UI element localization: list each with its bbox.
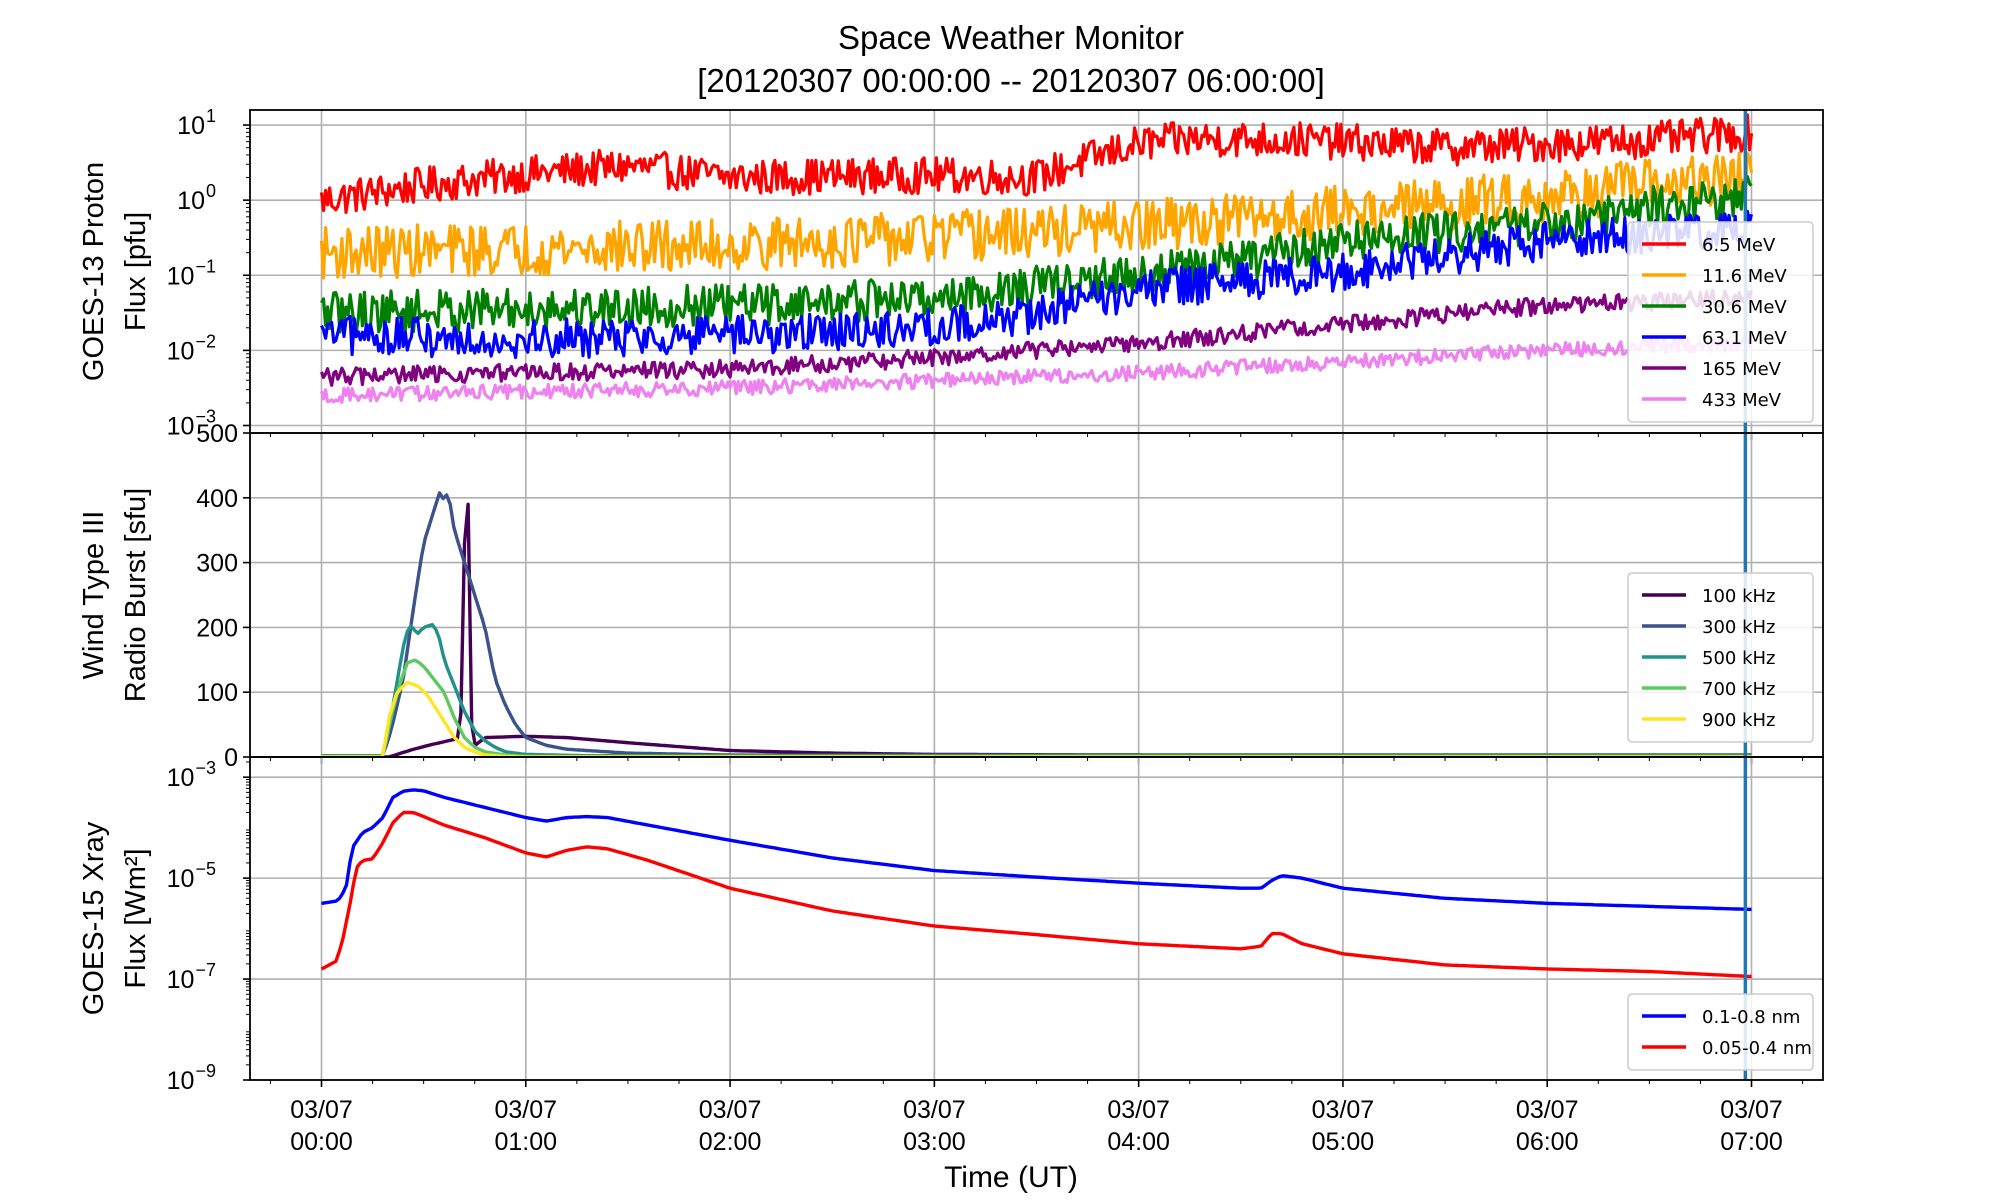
- legend-radio: 100 kHz 300 kHz 500 kHz 700 kHz 900 kHz: [1627, 572, 1814, 743]
- x-tick-label-date: 03/07: [903, 1096, 966, 1124]
- legend-entry-label: 165 MeV: [1702, 359, 1782, 380]
- y-axis-label-radio: Wind Type III Radio Burst [sfu]: [78, 488, 152, 702]
- x-tick-label-time: 01:00: [495, 1128, 558, 1156]
- x-tick-label-date: 03/07: [495, 1096, 558, 1124]
- x-axis-ticks-radio: [269, 757, 1804, 764]
- x-tick-label-date: 03/07: [699, 1096, 762, 1124]
- legend-box: [1627, 572, 1814, 743]
- y-tick-label: 10−7: [167, 960, 216, 994]
- legend-entry-label: 0.05-0.4 nm: [1702, 1038, 1812, 1059]
- legend-proton: 6.5 MeV 11.6 MeV 30.6 MeV 63.1 MeV 165 MeV 43…: [1627, 221, 1814, 423]
- x-axis-label: Time (UT): [944, 1161, 1078, 1194]
- series-line-xray-1: [320, 810, 1752, 979]
- x-tick-label-time: 07:00: [1720, 1128, 1783, 1156]
- x-tick-label-time: 05:00: [1312, 1128, 1375, 1156]
- panels: 10−3 10−2 10−1 100 101 GOES-13 Proton Flux [pf…: [78, 106, 1824, 1156]
- legend-entry-label: 300 kHz: [1702, 617, 1776, 638]
- series-line-proton-5: [319, 335, 1753, 404]
- legend-entry-label: 11.6 MeV: [1702, 266, 1787, 287]
- legend-entry-label: 500 kHz: [1702, 648, 1776, 669]
- y-tick-label: 300: [196, 550, 238, 578]
- legend-box: [1627, 221, 1814, 423]
- y-tick-label: 400: [196, 485, 238, 513]
- x-tick-label-date: 03/07: [1107, 1096, 1170, 1124]
- x-tick-label-date: 03/07: [1516, 1096, 1579, 1124]
- x-tick-label-time: 04:00: [1107, 1128, 1170, 1156]
- grid-xray: [250, 757, 1823, 1081]
- y-tick-label: 0: [224, 744, 238, 772]
- y-tick-label: 101: [177, 106, 216, 140]
- panel-xray: 10−9 10−7 10−5 10−3 GOES-15 Xray Flux [Wm²] 0.…: [78, 756, 1824, 1095]
- series-line-proton-4: [319, 288, 1754, 387]
- legend-entry-label: 100 kHz: [1702, 586, 1776, 607]
- series-line-proton-0: [319, 113, 1754, 214]
- x-axis-ticks-proton: [269, 433, 1804, 440]
- series-line-proton-3: [320, 209, 1754, 360]
- legend-entry-label: 433 MeV: [1702, 390, 1782, 411]
- legend-entry-label: 900 kHz: [1702, 710, 1776, 731]
- x-tick-label-time: 00:00: [290, 1128, 353, 1156]
- series-line-radio-1: [321, 491, 1752, 757]
- y-axis-radio: 0 100 200 300 400 500: [196, 420, 250, 772]
- axes-frame-xray: [249, 756, 1824, 1081]
- y-tick-label: 100: [177, 181, 216, 215]
- legend-entry-label: 30.6 MeV: [1702, 297, 1787, 318]
- x-tick-labels: 03/07 00:00 03/07 01:00 03/07 02:00 03/07 03:00…: [290, 1096, 1783, 1156]
- y-tick-label: 100: [196, 679, 238, 707]
- series-group-proton: [319, 113, 1754, 404]
- legend-entry-label: 63.1 MeV: [1702, 328, 1787, 349]
- legend-entry-label: 6.5 MeV: [1702, 235, 1776, 256]
- legend-entry-label: 0.1-0.8 nm: [1702, 1007, 1800, 1028]
- y-tick-label: 10−9: [167, 1061, 216, 1095]
- series-line-radio-0: [321, 502, 1752, 757]
- y-tick-label: 10−2: [167, 331, 216, 365]
- chart-subtitle: [20120307 00:00:00 -- 20120307 06:00:00]: [697, 62, 1325, 99]
- y-tick-label: 200: [196, 614, 238, 642]
- series-line-radio-4: [321, 680, 1752, 757]
- series-group-radio: [321, 491, 1752, 757]
- y-axis-label-proton: GOES-13 Proton Flux [pfu]: [78, 162, 152, 381]
- series-line-proton-2: [320, 175, 1753, 335]
- axes-frame-radio: [249, 432, 1824, 758]
- x-tick-label-time: 02:00: [699, 1128, 762, 1156]
- series-group-xray: [320, 788, 1752, 979]
- x-tick-label-date: 03/07: [1720, 1096, 1783, 1124]
- grid-radio: [250, 432, 1823, 758]
- series-line-xray-0: [321, 788, 1752, 912]
- y-axis-label-xray: GOES-15 Xray Flux [Wm²]: [78, 821, 152, 1015]
- y-tick-label: 10−5: [167, 859, 216, 893]
- y-tick-label: 500: [196, 420, 238, 448]
- x-tick-label-time: 06:00: [1516, 1128, 1579, 1156]
- x-tick-label-date: 03/07: [1312, 1096, 1375, 1124]
- legend-xray: 0.1-0.8 nm 0.05-0.4 nm: [1627, 993, 1814, 1071]
- y-tick-label: 10−3: [167, 758, 216, 792]
- legend-box: [1627, 993, 1814, 1071]
- x-axis-ticks-xray: [269, 1080, 1804, 1087]
- chart-title: Space Weather Monitor: [838, 19, 1184, 56]
- x-tick-label-time: 03:00: [903, 1128, 966, 1156]
- x-tick-label-date: 03/07: [290, 1096, 353, 1124]
- y-tick-label: 10−1: [167, 256, 216, 290]
- y-axis-xray: 10−9 10−7 10−5 10−3: [167, 758, 250, 1095]
- panel-radio: 0 100 200 300 400 500 Wind Type III Radio Burst…: [78, 420, 1824, 772]
- legend-entry-label: 700 kHz: [1702, 679, 1776, 700]
